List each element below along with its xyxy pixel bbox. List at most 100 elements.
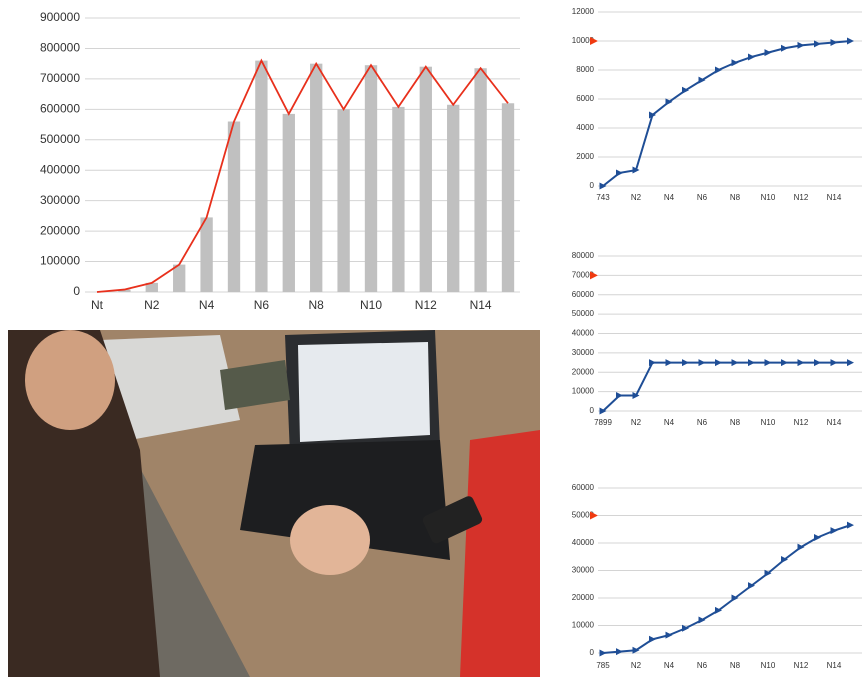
point-marker	[781, 44, 788, 52]
point-marker	[632, 646, 640, 654]
x-tick-label: N2	[631, 418, 642, 427]
line	[602, 40, 851, 187]
x-tick-label: N10	[761, 193, 776, 202]
point-marker	[715, 606, 722, 614]
y-tick-label: 10000	[572, 387, 595, 396]
point-marker	[665, 98, 673, 106]
x-tick-label: N6	[697, 418, 708, 427]
paper	[100, 335, 240, 440]
x-tick-label: Nt	[91, 298, 104, 312]
y-tick-label: 4000	[576, 123, 594, 132]
pencil-case	[220, 360, 290, 410]
point-marker	[797, 543, 805, 551]
point-marker	[616, 392, 623, 399]
y-tick-label: 12000	[572, 7, 595, 16]
x-tick-label: N12	[794, 661, 809, 670]
x-tick-label: N6	[254, 298, 270, 312]
x-tick-label: N2	[631, 193, 642, 202]
y-tick-label: 40000	[572, 538, 595, 547]
y-tick-label: 200000	[40, 223, 80, 237]
point-marker	[698, 616, 706, 624]
point-marker	[616, 648, 623, 656]
x-tick-label: N2	[144, 298, 160, 312]
y-tick-label: 70000	[572, 270, 595, 279]
x-tick-label: N8	[309, 298, 325, 312]
bar	[364, 65, 378, 292]
point-marker	[797, 41, 805, 49]
point-marker	[665, 631, 673, 639]
point-marker	[830, 38, 838, 46]
bar	[173, 264, 186, 292]
point-marker	[748, 582, 755, 590]
y-tick-label: 600000	[40, 102, 80, 116]
x-tick-label: N8	[730, 661, 741, 670]
line	[602, 524, 851, 654]
point-marker	[731, 359, 739, 367]
point-marker	[649, 635, 656, 643]
x-tick-label: N14	[827, 661, 842, 670]
point-marker	[764, 359, 772, 367]
point-marker	[616, 169, 623, 177]
bar	[282, 113, 295, 293]
x-tick-label: N14	[827, 418, 842, 427]
bar	[118, 289, 131, 292]
x-tick-label: N2	[631, 661, 642, 670]
y-tick-label: 60000	[572, 290, 595, 299]
x-tick-label: N10	[761, 418, 776, 427]
y-tick-label: 300000	[40, 193, 80, 207]
point-marker	[781, 556, 788, 563]
y-tick-label: 20000	[572, 593, 595, 602]
x-tick-label: 7899	[594, 418, 612, 427]
y-tick-label: 900000	[40, 10, 80, 24]
point-marker	[682, 86, 689, 94]
point-marker	[649, 111, 656, 119]
point-marker	[781, 359, 788, 367]
x-tick-label: N12	[794, 193, 809, 202]
y-tick-label: 10000	[572, 621, 595, 630]
y-tick-label: 0	[590, 181, 595, 190]
point-marker	[814, 534, 821, 541]
point-marker	[632, 392, 640, 399]
y-tick-label: 50000	[572, 309, 595, 318]
bar	[392, 106, 405, 292]
x-tick-label: N10	[761, 661, 776, 670]
point-marker	[830, 359, 838, 367]
y-tick-label: 700000	[40, 71, 80, 85]
point-marker	[665, 359, 673, 367]
y-tick-label: 0	[73, 284, 80, 298]
bar	[145, 282, 158, 292]
point-marker	[847, 521, 854, 529]
hand	[290, 505, 370, 575]
point-marker	[764, 569, 772, 577]
x-tick-label: N10	[360, 298, 382, 312]
x-tick-label: N4	[664, 193, 675, 202]
bar	[474, 68, 487, 292]
y-tick-label: 50000	[572, 511, 595, 520]
bar	[419, 66, 432, 292]
face	[25, 330, 115, 430]
y-tick-label: 0	[590, 406, 595, 415]
x-tick-label: N14	[827, 193, 842, 202]
x-tick-label: 743	[596, 193, 610, 202]
point-marker	[797, 359, 805, 367]
y-tick-label: 30000	[572, 348, 595, 357]
point-marker	[599, 182, 607, 190]
bar	[337, 109, 350, 292]
point-marker	[731, 594, 739, 602]
point-marker	[715, 359, 722, 367]
point-marker	[632, 166, 640, 174]
target-marker	[590, 37, 598, 45]
phone	[422, 496, 483, 544]
point-marker	[682, 359, 689, 367]
point-marker	[814, 359, 821, 367]
target-marker	[590, 511, 598, 520]
x-tick-label: N8	[730, 418, 741, 427]
point-marker	[847, 37, 854, 45]
bar	[200, 217, 213, 292]
bar	[501, 103, 515, 292]
point-marker	[830, 527, 838, 535]
y-tick-label: 100000	[40, 254, 80, 268]
y-tick-label: 2000	[576, 152, 594, 161]
